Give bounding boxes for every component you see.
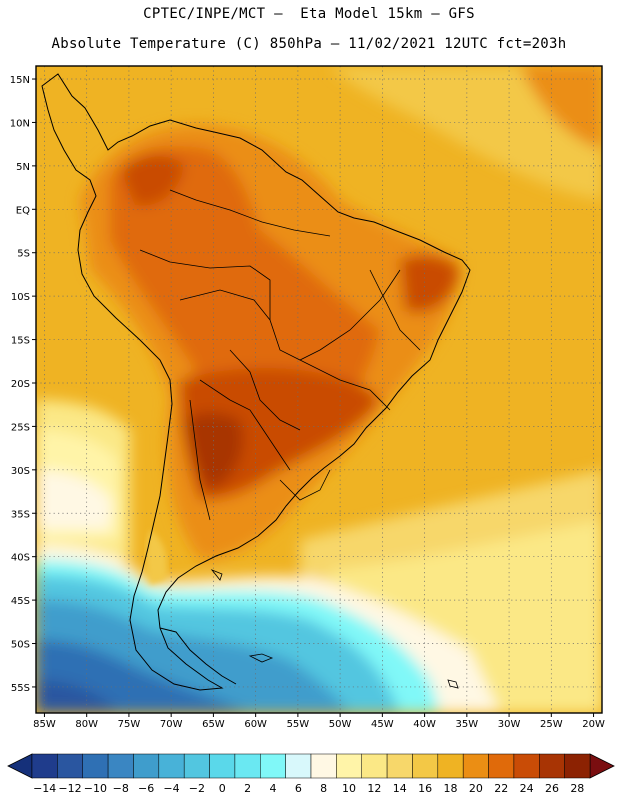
colorbar-swatch [260, 753, 286, 779]
country-borders [139, 189, 421, 521]
colorbar-swatch [31, 753, 58, 779]
chart-title: CPTEC/INPE/MCT – Eta Model 15km – GFS [143, 6, 475, 22]
colorbar-swatch [133, 753, 160, 779]
colorbar-label: 12 [367, 782, 381, 795]
lat-tick-label: 40S [11, 553, 30, 564]
colorbar-swatch [488, 753, 515, 779]
colorbar-label: −2 [189, 782, 205, 795]
colorbar-swatch [564, 753, 591, 779]
colorbar-swatch [310, 753, 337, 779]
lon-tick-label: 50W [329, 719, 352, 730]
colorbar-swatch [234, 753, 261, 779]
map-frame [35, 65, 603, 714]
colorbar-swatch [513, 753, 540, 779]
lat-tick-label: 35S [11, 509, 30, 520]
colorbar-swatch [386, 753, 413, 779]
colorbar-label: 24 [520, 782, 534, 795]
temperature-field [36, 66, 602, 713]
colorbar: −14 −12 −10 −8 −6 −4 −2 0 2 4 6 8 10 12 14 16 18 20 22 24 26… [7, 753, 615, 795]
colorbar-label: 0 [219, 782, 226, 795]
colorbar-label: 20 [469, 782, 483, 795]
colorbar-label: −4 [163, 782, 179, 795]
lat-tick-label: 55S [11, 683, 30, 694]
colorbar-swatch [462, 753, 489, 779]
lon-tick-label: 75W [118, 719, 141, 730]
colorbar-label: −10 [84, 782, 107, 795]
lat-tick-label: 5N [16, 162, 30, 173]
latitude-labels: 15N 10N 5N EQ 5S 10S 15S 20S 25S 30S 35S 40S 45S 50S 5… [10, 75, 36, 694]
colorbar-swatch [209, 753, 236, 779]
colorbar-label: 2 [244, 782, 251, 795]
lon-tick-label: 40W [413, 719, 436, 730]
colorbar-swatch [57, 753, 83, 779]
lat-tick-label: 25S [11, 422, 30, 433]
lon-tick-label: 35W [456, 719, 479, 730]
lat-tick-label: 45S [11, 596, 30, 607]
colorbar-label: −14 [33, 782, 56, 795]
lat-tick-label: 15N [10, 75, 30, 86]
lat-tick-label: 10N [10, 118, 30, 129]
colorbar-label: −12 [58, 782, 81, 795]
colorbar-label: 14 [393, 782, 407, 795]
lon-tick-label: 85W [33, 719, 56, 730]
colorbar-swatch [437, 753, 464, 779]
colorbar-swatch [336, 753, 362, 779]
lon-tick-label: 65W [202, 719, 225, 730]
colorbar-swatch [158, 753, 185, 779]
colorbar-label: 16 [418, 782, 432, 795]
colorbar-swatch [82, 753, 109, 779]
colorbar-label: 4 [269, 782, 276, 795]
lon-tick-label: 60W [244, 719, 267, 730]
lon-tick-label: 30W [498, 719, 521, 730]
lon-tick-label: 80W [75, 719, 98, 730]
colorbar-label: 6 [295, 782, 302, 795]
colorbar-swatch [285, 753, 312, 779]
colorbar-label: 8 [320, 782, 327, 795]
lat-tick-label: 10S [11, 292, 30, 303]
colorbar-swatch [183, 753, 210, 779]
lat-lon-grid [36, 66, 602, 713]
colorbar-swatch [412, 753, 439, 779]
lat-tick-label: 5S [17, 249, 30, 260]
colorbar-label: −6 [138, 782, 154, 795]
lon-tick-label: 45W [371, 719, 394, 730]
lon-tick-label: 25W [540, 719, 563, 730]
colorbar-swatch [539, 753, 565, 779]
colorbar-over-arrow [589, 753, 615, 779]
lon-tick-label: 20W [582, 719, 605, 730]
colorbar-label: 26 [545, 782, 559, 795]
lat-tick-label: 15S [11, 336, 30, 347]
chart-subtitle: Absolute Temperature (C) 850hPa – 11/02/… [51, 36, 567, 52]
colorbar-swatch [361, 753, 388, 779]
islands [210, 569, 459, 689]
colorbar-under-arrow [7, 753, 33, 779]
lat-tick-label: EQ [16, 205, 30, 216]
lat-tick-label: 20S [11, 379, 30, 390]
lon-tick-label: 70W [160, 719, 183, 730]
colorbar-label: 18 [444, 782, 458, 795]
colorbar-label: 28 [570, 782, 584, 795]
colorbar-label: −8 [113, 782, 129, 795]
lat-tick-label: 30S [11, 466, 30, 477]
lat-tick-label: 50S [11, 640, 30, 651]
coastline [41, 73, 471, 691]
longitude-labels: 85W 80W 75W 70W 65W 60W 55W 50W 45W 40W 35W 30W 25W 2… [33, 713, 605, 730]
lon-tick-label: 55W [287, 719, 310, 730]
colorbar-label: 22 [494, 782, 508, 795]
colorbar-swatch [107, 753, 134, 779]
colorbar-label: 10 [342, 782, 356, 795]
